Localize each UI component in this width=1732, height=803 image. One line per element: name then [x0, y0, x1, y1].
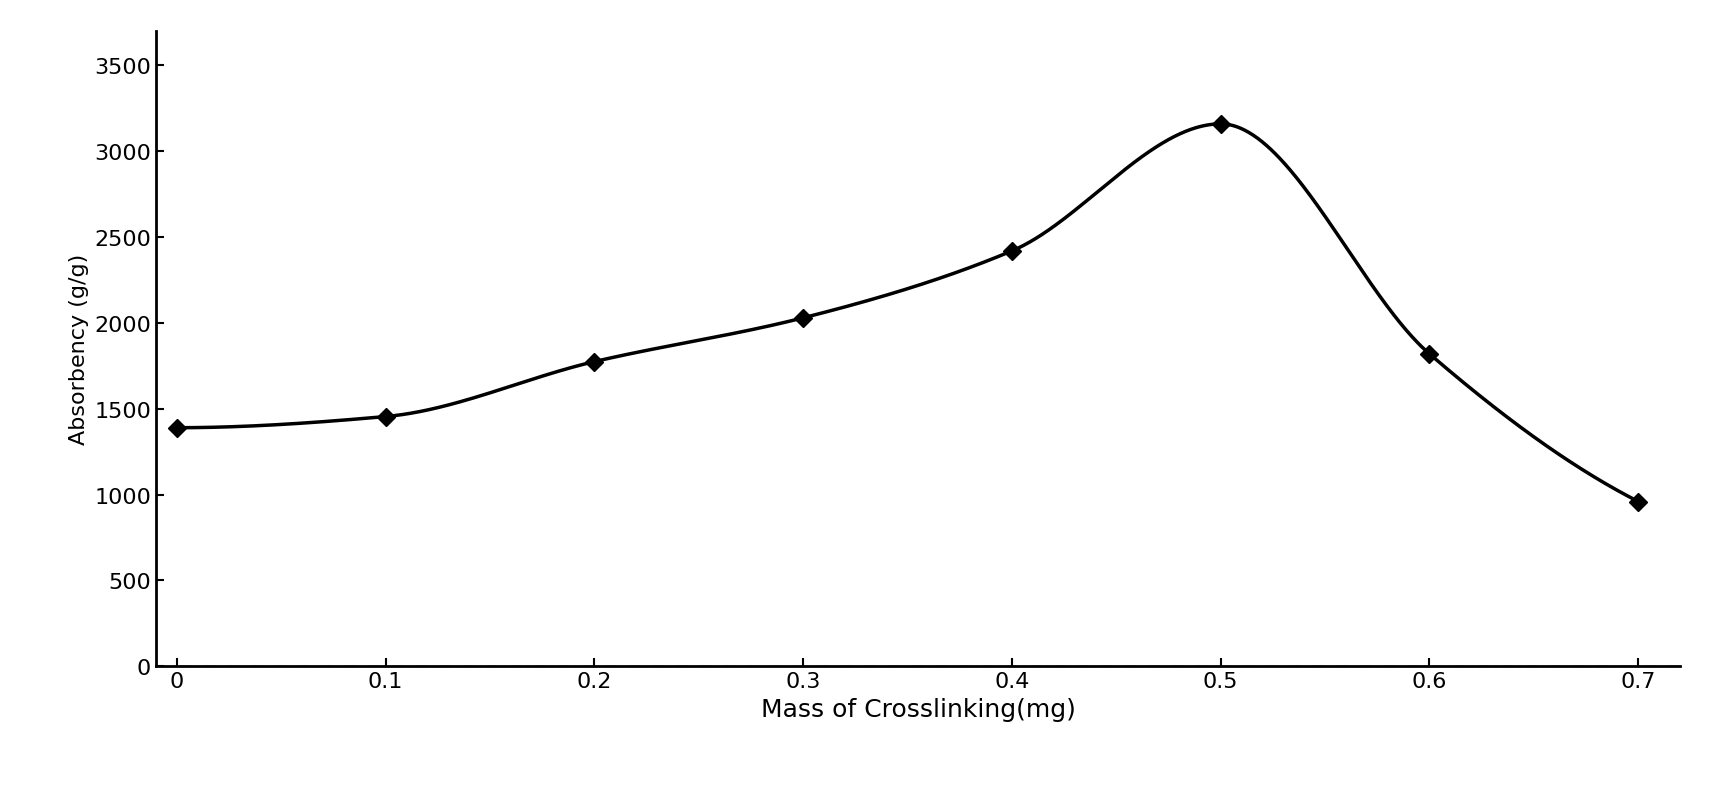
X-axis label: Mass of Crosslinking(mg): Mass of Crosslinking(mg): [760, 697, 1076, 721]
Y-axis label: Absorbency (g/g): Absorbency (g/g): [69, 254, 88, 445]
